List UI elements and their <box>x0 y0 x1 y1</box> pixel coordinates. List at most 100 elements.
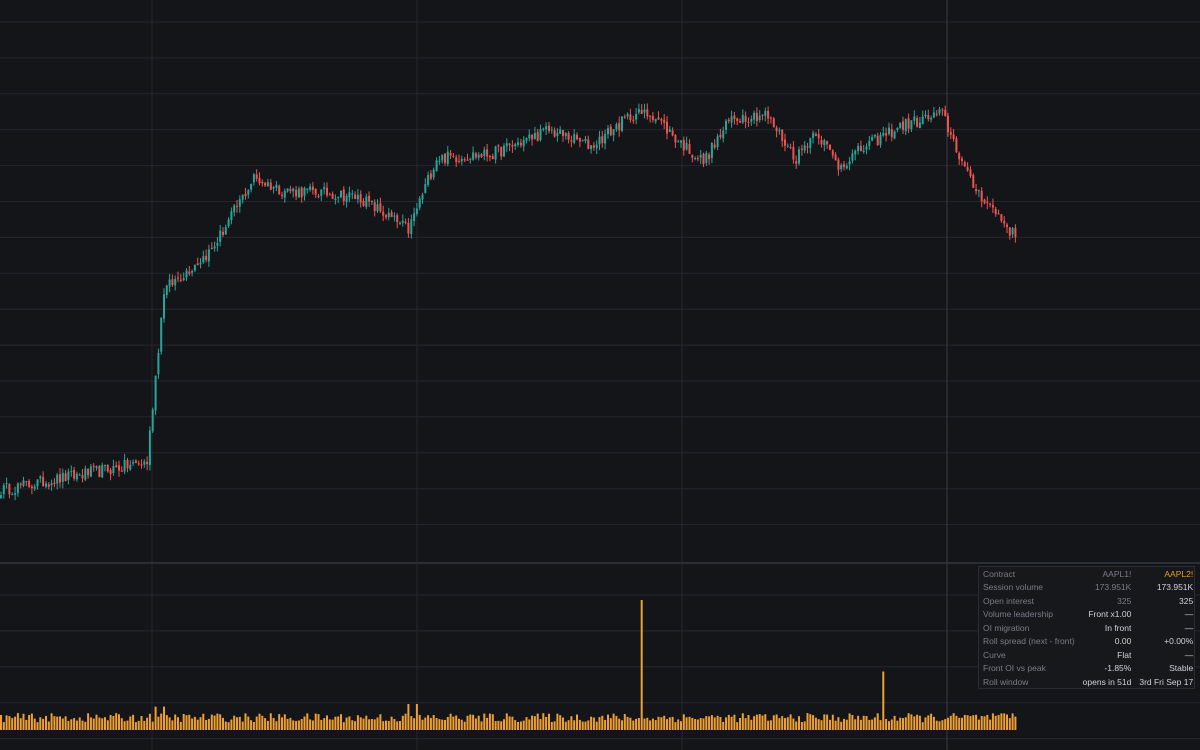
volume-bar <box>73 718 76 730</box>
candle-body <box>165 285 168 295</box>
candle-body <box>272 187 275 189</box>
volume-bar <box>573 720 576 730</box>
candle-body <box>997 213 1000 215</box>
candle-body <box>132 462 135 464</box>
candle-body <box>356 195 359 200</box>
candle-body <box>480 153 483 157</box>
volume-bar <box>865 716 868 730</box>
volume-bar <box>193 716 196 730</box>
candle-body <box>983 199 986 204</box>
volume-bar <box>109 715 112 730</box>
candle-body <box>28 481 31 487</box>
candle-body <box>539 129 542 140</box>
candle-body <box>393 215 396 217</box>
candle-body <box>576 134 578 140</box>
volume-bar <box>272 718 275 730</box>
candle-body <box>345 196 348 202</box>
candle-body <box>781 129 784 141</box>
volume-bar <box>806 713 809 730</box>
candle-body <box>494 146 497 160</box>
volume-bar <box>328 719 331 730</box>
volume-bar <box>236 717 238 730</box>
candle-body <box>533 133 536 140</box>
volume-bar <box>809 714 812 730</box>
candle-body <box>466 159 469 161</box>
volume-bar <box>871 719 874 730</box>
volume-bar <box>446 717 449 730</box>
volume-bar <box>753 716 756 730</box>
volume-bar <box>230 719 233 730</box>
volume-bar <box>92 718 95 730</box>
volume-bar <box>666 719 668 730</box>
volume-bar <box>994 715 997 730</box>
volume-bar <box>947 717 949 730</box>
volume-bar <box>449 713 452 730</box>
info-panel: Contract AAPL1! AAPL2! Session volume 17… <box>978 566 1195 689</box>
candle-body <box>817 134 820 139</box>
volume-bar <box>191 718 194 730</box>
volume-bar <box>202 713 205 730</box>
candle-body <box>154 375 157 411</box>
volume-bar <box>112 716 115 730</box>
candle-body <box>269 182 272 190</box>
volume-bar <box>961 717 963 730</box>
volume-bar <box>708 716 711 730</box>
volume-bar <box>219 714 222 730</box>
candle-body <box>472 152 475 160</box>
candle-body <box>955 138 958 153</box>
volume-bar <box>250 720 253 730</box>
candle-body <box>95 466 98 469</box>
volume-bar <box>494 721 497 730</box>
info-row: OI migration In front — <box>979 621 1197 635</box>
volume-bar <box>868 719 871 730</box>
candle-body <box>303 188 306 196</box>
candle-body <box>311 186 314 190</box>
volume-bar <box>559 715 562 730</box>
candle-body <box>483 149 486 156</box>
candle-body <box>696 158 699 160</box>
info-col2: Stable <box>1169 663 1194 674</box>
volume-bar <box>657 716 660 730</box>
candle-body <box>592 145 595 148</box>
volume-bar <box>640 600 643 730</box>
volume-bar <box>365 715 368 730</box>
info-label: Curve <box>983 649 1006 660</box>
candle-body <box>373 202 376 211</box>
volume-bar <box>584 721 587 730</box>
volume-bar <box>30 713 33 730</box>
candle-body <box>92 465 95 467</box>
candle-body <box>45 483 47 487</box>
candle-body <box>826 141 829 145</box>
volume-bar <box>337 716 340 730</box>
candle-body <box>81 475 84 479</box>
candle-body <box>286 188 289 192</box>
candle-body <box>505 143 508 147</box>
volume-bar <box>893 715 896 730</box>
volume-bar <box>61 718 64 730</box>
volume-bar <box>227 722 230 730</box>
candle-body <box>342 189 345 201</box>
candle-body <box>354 194 357 199</box>
candle-body <box>702 153 705 164</box>
volume-bar <box>289 717 292 730</box>
volume-bar <box>927 715 930 730</box>
volume-bar <box>663 715 666 730</box>
volume-bar <box>348 716 351 730</box>
candle-body <box>640 109 643 114</box>
volume-bar <box>134 722 137 730</box>
candle-body <box>626 114 629 117</box>
volume-bar <box>252 722 255 730</box>
volume-bar <box>87 713 90 730</box>
candle-body <box>104 465 106 467</box>
info-row: Curve Flat — <box>979 648 1197 662</box>
volume-bar <box>188 714 191 730</box>
candle-body <box>289 189 292 192</box>
volume-bar <box>382 721 385 730</box>
volume-bar <box>1011 713 1014 730</box>
candle-body <box>814 134 817 136</box>
candle-body <box>314 189 317 195</box>
candle-body <box>78 474 81 476</box>
volume-bar <box>812 715 815 730</box>
candle-body <box>75 473 78 480</box>
